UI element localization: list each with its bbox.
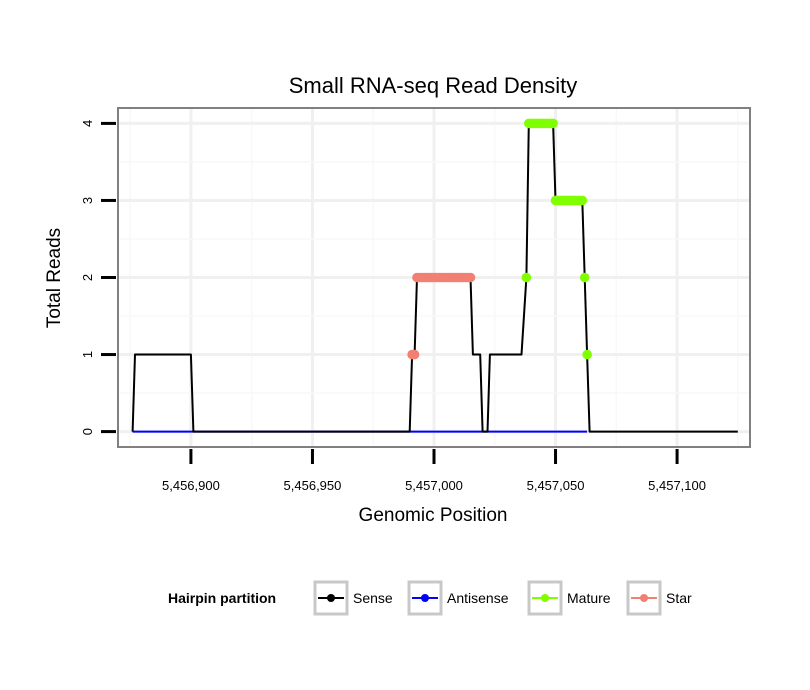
mature-data-point xyxy=(579,272,590,283)
chart-title: Small RNA-seq Read Density xyxy=(289,73,578,98)
x-tick-label: 5,457,050 xyxy=(527,478,585,493)
mature-data-point xyxy=(548,118,558,129)
axis-layer: 5,456,900 5,456,950 5,457,000 5,457,050 5,45… xyxy=(80,120,706,493)
y-tick-label: 0 xyxy=(80,428,95,435)
y-tick-label: 1 xyxy=(80,351,95,358)
legend-item-star: Star xyxy=(626,580,692,616)
mature-data-point xyxy=(521,272,532,283)
mature-data-point xyxy=(582,349,592,360)
star-data-point xyxy=(409,349,420,360)
y-tick-label: 3 xyxy=(80,197,95,204)
x-tick-label: 5,456,950 xyxy=(284,478,342,493)
series-layer xyxy=(131,118,738,433)
mature-data-point xyxy=(577,195,588,206)
y-tick-label: 2 xyxy=(80,274,95,281)
x-tick-label: 5,457,100 xyxy=(648,478,706,493)
y-axis-title: Total Reads xyxy=(44,228,65,328)
legend-key-point xyxy=(541,594,549,602)
legend-key-point xyxy=(327,594,335,602)
legend-label: Antisense xyxy=(447,590,509,606)
plot-panel-border xyxy=(117,107,751,448)
legend: Hairpin partition Sense Antisense Mature St… xyxy=(168,580,692,616)
y-tick-label: 4 xyxy=(80,120,95,127)
sense-series-line xyxy=(131,122,738,433)
legend-item-sense: Sense xyxy=(313,580,393,616)
x-axis-title: Genomic Position xyxy=(359,505,508,526)
star-data-point xyxy=(465,272,476,283)
legend-item-mature: Mature xyxy=(527,580,611,616)
x-tick-label: 5,457,000 xyxy=(405,478,463,493)
legend-label: Mature xyxy=(567,590,611,606)
legend-key-point xyxy=(640,594,648,602)
x-tick-label: 5,456,900 xyxy=(162,478,220,493)
legend-label: Sense xyxy=(353,590,393,606)
legend-label: Star xyxy=(666,590,692,606)
legend-item-antisense: Antisense xyxy=(407,580,509,616)
legend-title: Hairpin partition xyxy=(168,590,276,606)
legend-key-point xyxy=(421,594,429,602)
